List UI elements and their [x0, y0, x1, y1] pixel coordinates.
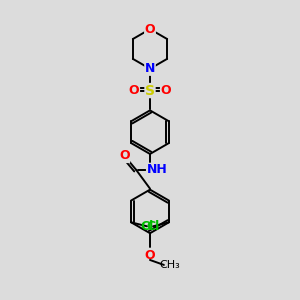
- Text: O: O: [145, 22, 155, 36]
- Text: NH: NH: [147, 163, 167, 176]
- Text: Cl: Cl: [140, 220, 154, 233]
- Text: Cl: Cl: [146, 220, 160, 233]
- Text: O: O: [145, 248, 155, 262]
- Text: S: S: [145, 84, 155, 98]
- Text: O: O: [129, 84, 140, 97]
- Text: CH₃: CH₃: [159, 260, 180, 270]
- Text: N: N: [145, 62, 155, 75]
- Text: O: O: [119, 149, 130, 162]
- Text: O: O: [160, 84, 171, 97]
